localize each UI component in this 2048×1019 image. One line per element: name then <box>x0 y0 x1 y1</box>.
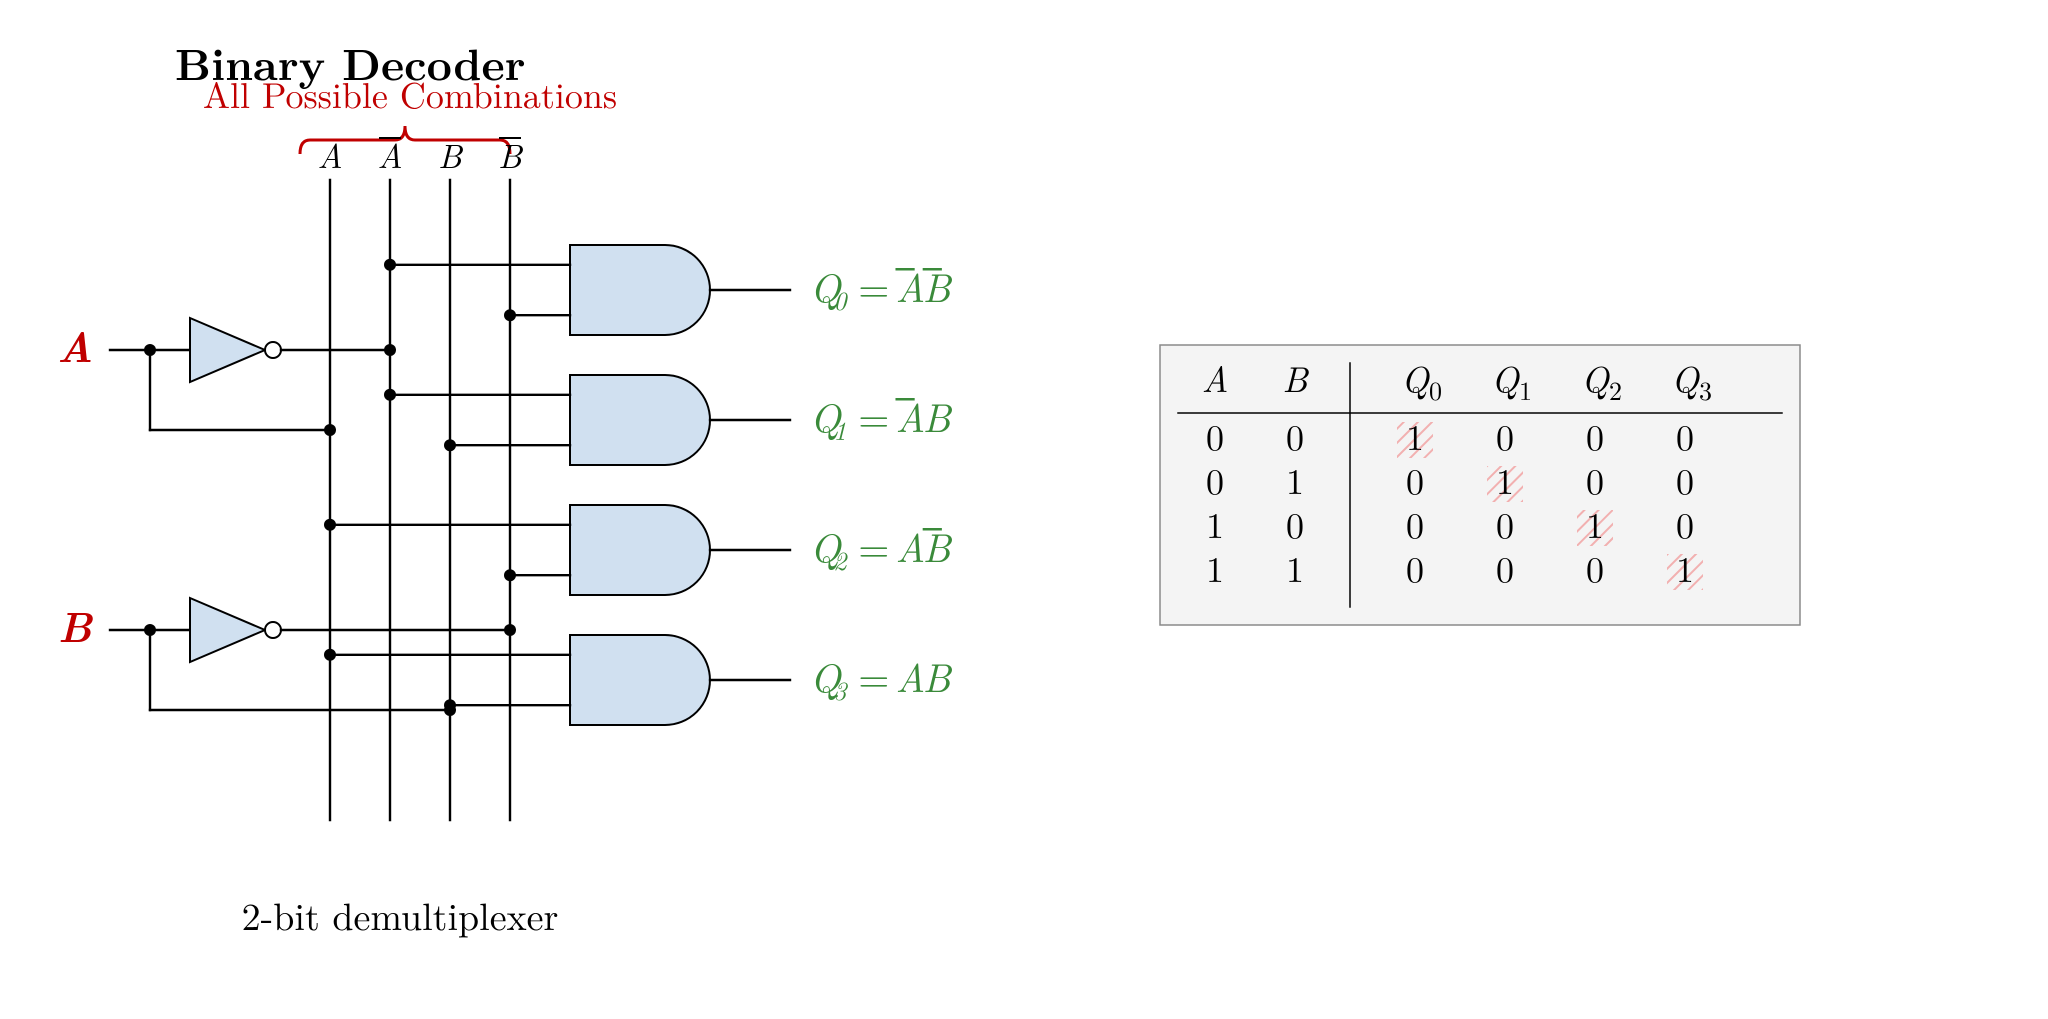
output-label-part: A <box>895 517 925 574</box>
brace-label: All Possible Combinations <box>203 68 617 119</box>
table-header: Q <box>1491 352 1520 403</box>
table-header: Q <box>1581 352 1610 403</box>
not-bubble <box>265 622 281 638</box>
table-header: Q <box>1401 352 1430 403</box>
decoder-diagram: Binary DecoderAll Possible CombinationsA… <box>0 0 2048 1019</box>
junction-dot <box>504 569 516 581</box>
table-cell: 0 <box>1496 542 1514 593</box>
and-gate <box>570 245 710 335</box>
output-label-part: = <box>858 257 889 314</box>
table-header-sub: 3 <box>1699 371 1712 408</box>
output-label-part: B <box>923 257 953 314</box>
not-gate-A <box>190 318 265 382</box>
not-bubble <box>265 342 281 358</box>
output-label-part: B <box>923 517 953 574</box>
and-gate <box>570 375 710 465</box>
table-header: B <box>1282 352 1309 403</box>
output-label-part: A <box>895 647 925 704</box>
table-header: Q <box>1671 352 1700 403</box>
output-label-part: = <box>858 517 889 574</box>
input-label-B: B <box>58 594 93 655</box>
output-label-part: 3 <box>833 671 848 708</box>
junction-dot <box>384 259 396 271</box>
output-label-part: B <box>923 647 953 704</box>
table-cell: 0 <box>1406 542 1424 593</box>
output-label-part: A <box>895 257 925 314</box>
junction-dot <box>384 344 396 356</box>
table-cell: 1 <box>1206 542 1224 593</box>
table-header: A <box>1202 352 1229 403</box>
junction-dot <box>384 389 396 401</box>
rail-label: B <box>438 130 463 178</box>
output-label-part: A <box>895 387 925 444</box>
and-gate <box>570 505 710 595</box>
caption: 2-bit demultiplexer <box>242 888 559 942</box>
not-gate-B <box>190 598 265 662</box>
output-label: Q3=AB <box>810 647 953 708</box>
output-label-part: = <box>858 387 889 444</box>
output-label-part: 2 <box>833 541 848 578</box>
input-label-A: A <box>57 314 93 375</box>
junction-dot <box>504 309 516 321</box>
output-label-part: = <box>858 647 889 704</box>
junction-dot <box>324 424 336 436</box>
table-cell: 0 <box>1586 542 1604 593</box>
and-gate <box>570 635 710 725</box>
junction-dot <box>504 624 516 636</box>
table-header-sub: 2 <box>1609 371 1622 408</box>
output-label-part: 1 <box>833 411 846 448</box>
junction-dot <box>324 649 336 661</box>
table-cell: 1 <box>1286 542 1304 593</box>
output-label: Q0=AB <box>810 257 953 318</box>
table-header-sub: 0 <box>1429 371 1442 408</box>
output-label-part: 0 <box>833 281 848 318</box>
table-header-sub: 1 <box>1519 371 1532 408</box>
junction-dot <box>324 519 336 531</box>
rail-label: A <box>317 130 342 178</box>
output-label-part: B <box>923 387 953 444</box>
junction-dot <box>444 439 456 451</box>
junction-dot <box>444 699 456 711</box>
table-cell: 1 <box>1676 542 1694 593</box>
output-label: Q2=AB <box>810 517 953 578</box>
output-label: Q1=AB <box>810 387 953 448</box>
